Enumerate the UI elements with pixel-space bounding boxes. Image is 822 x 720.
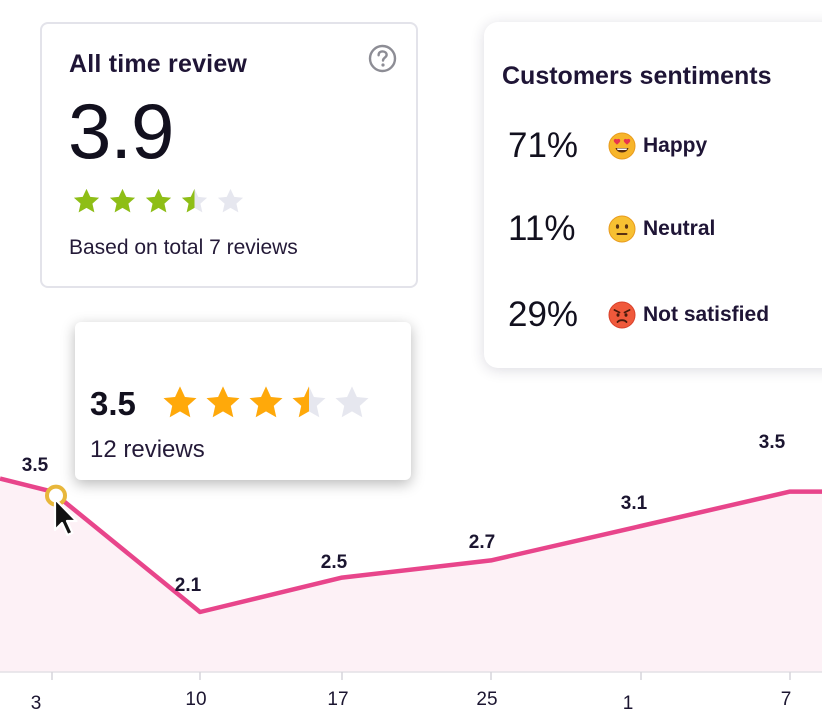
- heart-eyes-emoji-icon: [608, 132, 636, 160]
- star-empty-icon: [335, 386, 369, 418]
- sentiment-percent: 11%: [508, 209, 576, 248]
- data-label: 2.7: [469, 532, 495, 553]
- review-basis-text: Based on total 7 reviews: [69, 236, 298, 259]
- angry-face-emoji-icon: [608, 301, 636, 329]
- overall-rating-stars: [72, 187, 245, 216]
- x-tick-label: 1: [623, 693, 634, 714]
- x-tick-label: 17: [327, 689, 348, 710]
- sentiment-label: Neutral: [643, 217, 716, 240]
- x-tick-label: 10: [185, 689, 206, 710]
- sentiment-percent: 71%: [508, 126, 579, 165]
- data-label: 2.5: [321, 552, 348, 573]
- neutral-face-emoji-icon: [608, 215, 636, 243]
- sentiment-row-neutral: 11% Neutral: [508, 209, 715, 249]
- mouse-pointer-icon: [53, 497, 78, 537]
- data-label: 2.1: [175, 575, 202, 596]
- tooltip-review-count: 12 reviews: [90, 436, 205, 463]
- all-time-review-card: All time review 3.9 Based on total 7 rev…: [40, 22, 418, 288]
- review-card-title: All time review: [69, 50, 248, 78]
- star-filled-icon: [249, 386, 283, 418]
- star-empty-icon: [217, 188, 244, 213]
- x-tick-label: 25: [476, 689, 497, 710]
- sentiment-label: Happy: [643, 134, 708, 157]
- tooltip-rating-stars: [161, 384, 371, 422]
- chart-tooltip: 3.5 12 reviews: [75, 322, 411, 480]
- data-label: 3.1: [621, 493, 648, 514]
- sentiments-title: Customers sentiments: [502, 62, 772, 90]
- sentiment-row-happy: 71% Happy: [508, 126, 707, 166]
- sentiment-label: Not satisfied: [643, 303, 770, 326]
- series-line: [0, 476, 822, 615]
- star-filled-icon: [109, 188, 136, 213]
- question-circle-icon[interactable]: [368, 44, 397, 73]
- star-filled-icon: [163, 386, 197, 418]
- x-tick-label: 3: [31, 693, 42, 714]
- data-label: 3.5: [22, 455, 49, 476]
- star-half-icon: [292, 386, 326, 418]
- sentiment-percent: 29%: [508, 295, 579, 334]
- tooltip-rating-value: 3.5: [90, 385, 136, 422]
- star-filled-icon: [206, 386, 240, 418]
- sentiment-row-not-satisfied: 29% Not satisfied: [508, 295, 769, 335]
- overall-rating-value: 3.9: [68, 87, 174, 175]
- customer-sentiments-card: Customers sentiments 71% Happy 11% Neutr…: [484, 22, 822, 368]
- star-filled-icon: [145, 188, 172, 213]
- x-tick-label: 7: [781, 689, 792, 710]
- star-half-icon: [181, 188, 208, 213]
- star-filled-icon: [73, 188, 100, 213]
- data-label: 3.5: [759, 432, 786, 453]
- chart-area-fill: [0, 478, 822, 672]
